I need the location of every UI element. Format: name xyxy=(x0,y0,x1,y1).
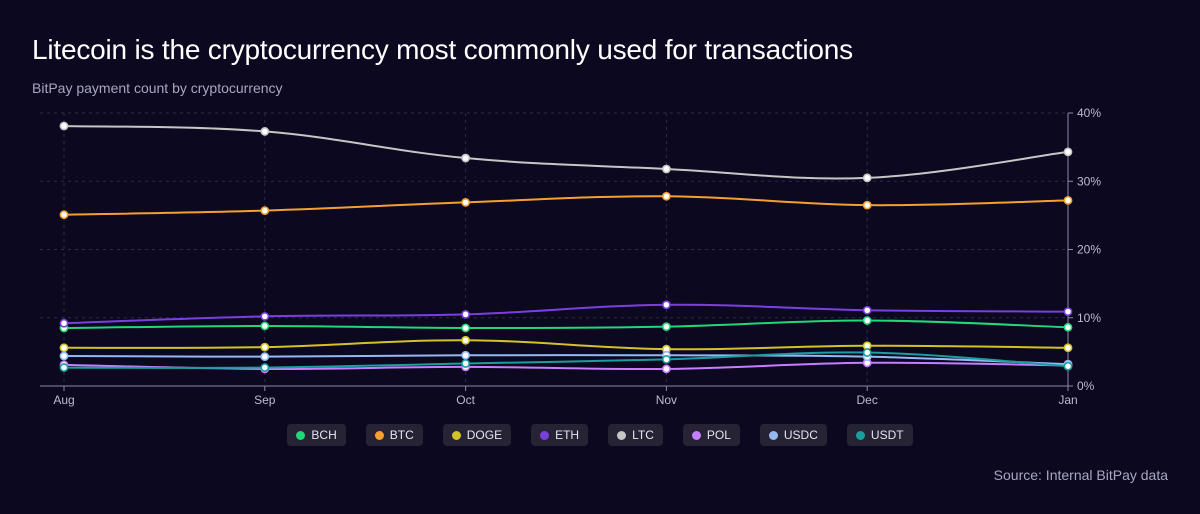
data-point-usdt[interactable] xyxy=(662,354,671,364)
data-point-btc[interactable] xyxy=(260,206,270,215)
series-btc xyxy=(59,191,1073,220)
data-point-eth[interactable] xyxy=(59,318,69,328)
data-point-bch[interactable] xyxy=(260,321,270,331)
data-point-doge[interactable] xyxy=(461,335,470,345)
series-line-usdc xyxy=(63,354,1069,366)
series-line-usdt xyxy=(63,351,1069,369)
x-tick-label: Aug xyxy=(53,393,74,407)
data-point-doge[interactable] xyxy=(59,343,69,353)
data-point-eth[interactable] xyxy=(1063,307,1073,317)
legend-label: BCH xyxy=(311,428,337,442)
series-line-btc xyxy=(63,195,1069,216)
series-bch xyxy=(59,316,1073,333)
data-point-ltc[interactable] xyxy=(1063,147,1073,157)
y-tick-label: 40% xyxy=(1077,106,1101,120)
legend-label: LTC xyxy=(632,428,654,442)
legend-swatch xyxy=(296,430,306,440)
data-point-btc[interactable] xyxy=(862,200,872,210)
line-chart: 0% 10% 20% 30% 40% Aug Sep Oct Nov Dec Jan xyxy=(40,106,1101,407)
series-eth xyxy=(59,300,1073,328)
legend-item-pol[interactable]: POL xyxy=(682,424,740,446)
data-point-usdt[interactable] xyxy=(461,359,470,368)
legend-label: POL xyxy=(706,428,731,442)
series-usdt xyxy=(59,348,1073,372)
data-point-doge[interactable] xyxy=(1063,343,1073,353)
series-doge xyxy=(59,335,1073,354)
legend-item-btc[interactable]: BTC xyxy=(365,424,423,446)
legend-swatch xyxy=(540,430,550,440)
data-point-ltc[interactable] xyxy=(461,153,470,163)
data-point-usdt[interactable] xyxy=(260,363,270,372)
x-tick-label: Sep xyxy=(254,393,276,407)
axes: 0% 10% 20% 30% 40% Aug Sep Oct Nov Dec Jan xyxy=(40,106,1101,407)
y-tick-label: 30% xyxy=(1077,174,1101,188)
data-point-bch[interactable] xyxy=(662,322,671,332)
legend-label: USDC xyxy=(783,428,818,442)
series-line-bch xyxy=(63,319,1069,330)
series-lines xyxy=(59,121,1073,374)
data-point-ltc[interactable] xyxy=(59,121,69,131)
x-tick-label: Nov xyxy=(656,393,677,407)
y-tick-label: 10% xyxy=(1077,311,1101,325)
data-point-pol[interactable] xyxy=(662,364,671,374)
legend-swatch xyxy=(855,430,865,440)
data-point-bch[interactable] xyxy=(1063,322,1073,332)
legend-item-usdc[interactable]: USDC xyxy=(759,424,827,446)
legend-item-bch[interactable]: BCH xyxy=(287,424,346,446)
data-point-eth[interactable] xyxy=(461,309,470,319)
data-point-eth[interactable] xyxy=(260,311,270,321)
legend-label: USDT xyxy=(870,428,904,442)
series-line-eth xyxy=(63,303,1069,325)
legend-label: BTC xyxy=(389,428,414,442)
legend-swatch xyxy=(374,430,384,440)
legend-label: DOGE xyxy=(466,428,503,442)
chart-subtitle: BitPay payment count by cryptocurrency xyxy=(32,80,283,96)
x-tick-label: Dec xyxy=(857,393,878,407)
legend-swatch xyxy=(617,430,627,440)
x-tick-label: Oct xyxy=(456,393,475,407)
legend-item-eth[interactable]: ETH xyxy=(531,424,589,446)
data-point-btc[interactable] xyxy=(461,198,470,207)
data-point-doge[interactable] xyxy=(260,342,270,352)
data-point-ltc[interactable] xyxy=(260,127,270,136)
data-point-bch[interactable] xyxy=(461,323,470,333)
legend-item-usdt[interactable]: USDT xyxy=(846,424,913,446)
legend-item-doge[interactable]: DOGE xyxy=(442,424,512,446)
data-point-usdt[interactable] xyxy=(1063,361,1073,371)
data-point-btc[interactable] xyxy=(1063,195,1073,205)
series-ltc xyxy=(59,121,1073,183)
data-point-usdc[interactable] xyxy=(461,350,470,360)
series-line-doge xyxy=(63,339,1069,351)
series-line-ltc xyxy=(63,124,1069,180)
data-point-usdc[interactable] xyxy=(260,352,270,362)
data-point-usdt[interactable] xyxy=(862,348,872,357)
data-point-bch[interactable] xyxy=(862,316,872,325)
data-point-usdt[interactable] xyxy=(59,363,69,372)
legend-label: ETH xyxy=(555,428,580,442)
data-point-eth[interactable] xyxy=(862,305,872,315)
y-tick-label: 0% xyxy=(1077,379,1095,393)
source-note: Source: Internal BitPay data xyxy=(993,467,1168,483)
chart-title: Litecoin is the cryptocurrency most comm… xyxy=(32,34,853,65)
legend-swatch xyxy=(691,430,701,440)
legend-swatch xyxy=(768,430,778,440)
data-point-btc[interactable] xyxy=(662,191,671,201)
data-point-eth[interactable] xyxy=(662,300,671,310)
legend-item-ltc[interactable]: LTC xyxy=(608,424,663,446)
y-tick-label: 20% xyxy=(1077,243,1101,257)
legend: BCH BTC DOGE ETH LTC POL USDC USDT xyxy=(0,424,1200,446)
data-point-usdc[interactable] xyxy=(59,351,69,361)
data-point-ltc[interactable] xyxy=(662,164,671,174)
grid xyxy=(40,112,1069,386)
data-point-ltc[interactable] xyxy=(862,173,872,183)
data-point-btc[interactable] xyxy=(59,210,69,220)
legend-swatch xyxy=(451,430,461,440)
x-tick-label: Jan xyxy=(1058,393,1077,407)
